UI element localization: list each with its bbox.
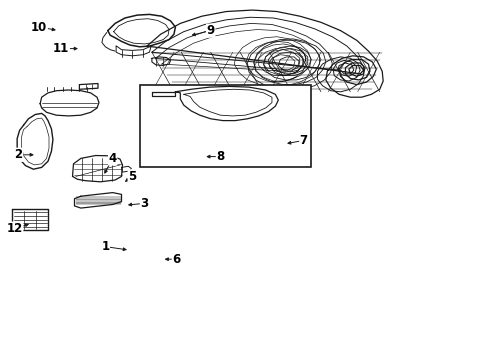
Bar xyxy=(140,85,311,167)
Text: 3: 3 xyxy=(141,197,148,210)
Text: 7: 7 xyxy=(300,134,308,147)
Text: 12: 12 xyxy=(6,222,23,235)
Text: 11: 11 xyxy=(53,42,70,55)
Text: 6: 6 xyxy=(172,253,180,266)
Text: 2: 2 xyxy=(15,148,23,161)
Text: 9: 9 xyxy=(207,24,215,37)
Text: 1: 1 xyxy=(101,240,109,253)
Text: 8: 8 xyxy=(217,150,224,163)
Text: 10: 10 xyxy=(31,21,48,33)
Text: 4: 4 xyxy=(109,152,117,165)
Text: 5: 5 xyxy=(128,170,136,183)
